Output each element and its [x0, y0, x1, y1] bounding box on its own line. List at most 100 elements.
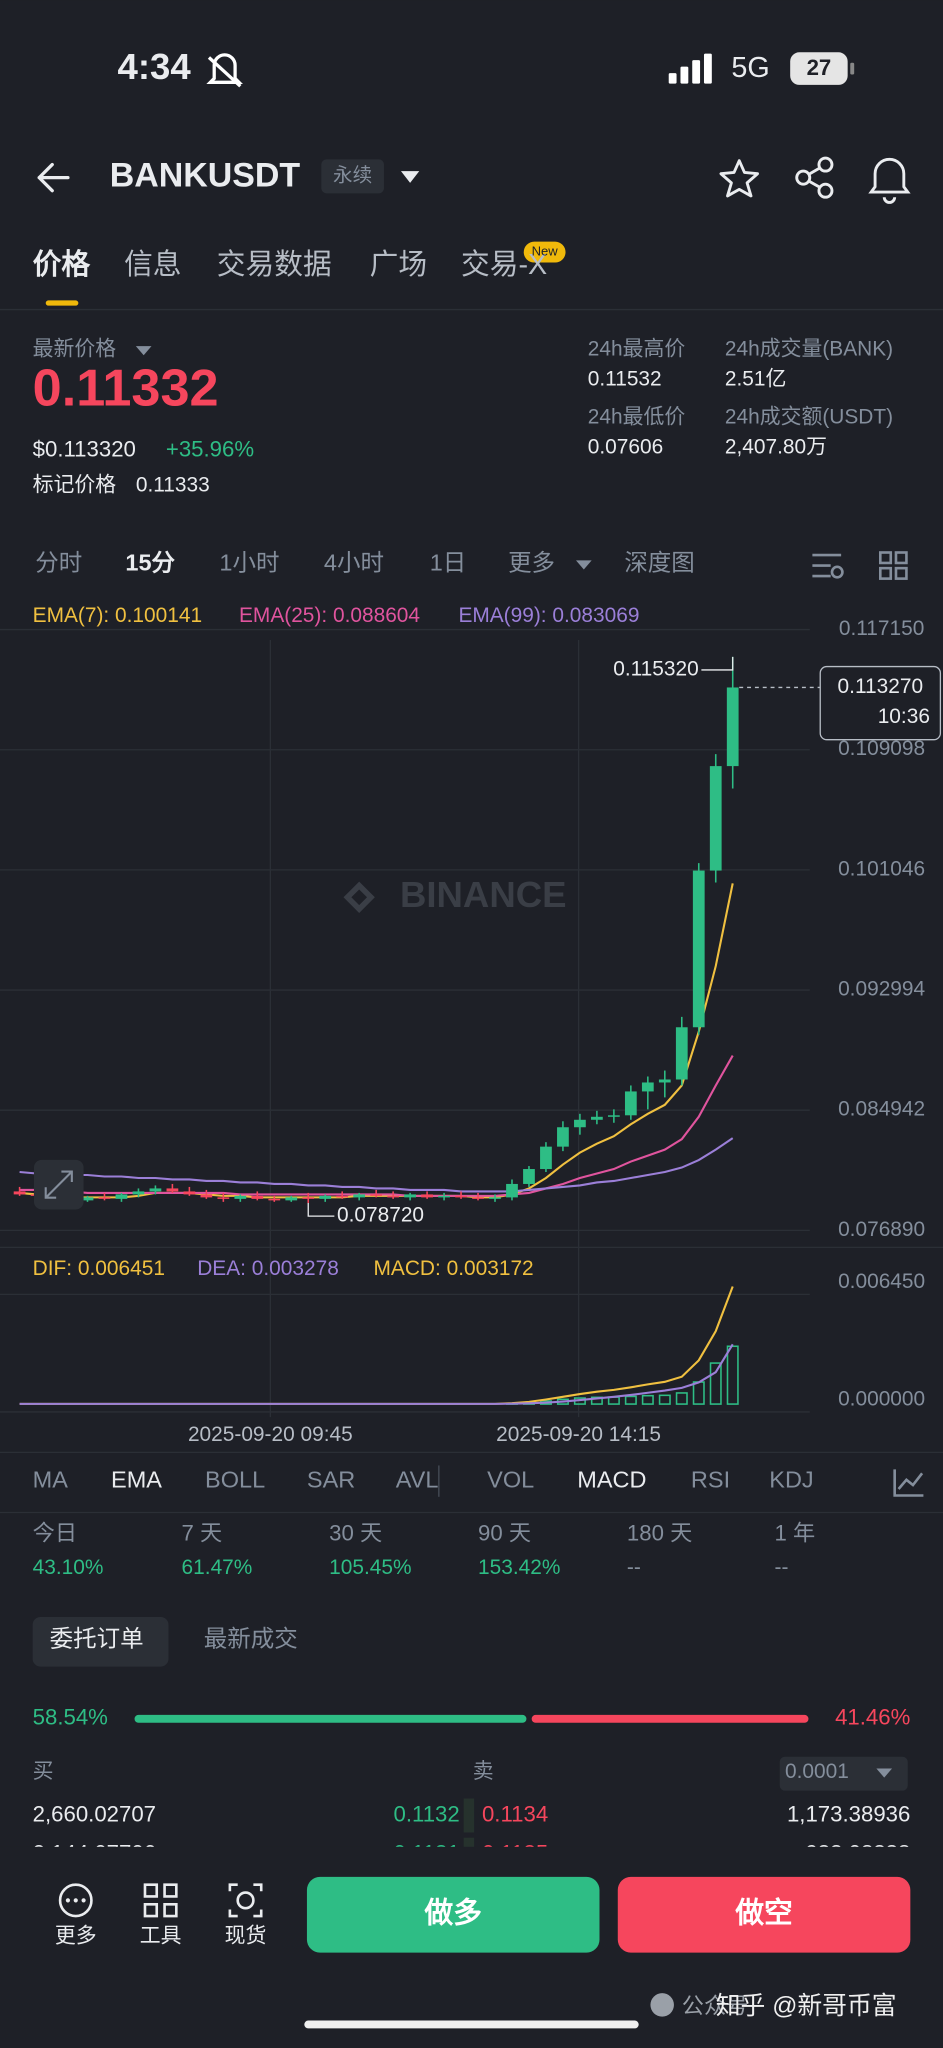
- contract-type: 永续: [333, 165, 372, 187]
- indicator[interactable]: SAR: [307, 1466, 355, 1492]
- tab-indicator: [45, 300, 79, 306]
- y-tick-label: 0.076890: [838, 1218, 925, 1241]
- last-price-box: [819, 665, 942, 741]
- back-button[interactable]: [37, 162, 70, 193]
- long-button[interactable]: [306, 1876, 600, 1953]
- stat-label: 24h最低价: [588, 405, 686, 428]
- share-button[interactable]: [795, 156, 834, 199]
- interval[interactable]: 更多: [508, 549, 555, 575]
- indicator[interactable]: MA: [33, 1466, 69, 1492]
- spot-icon[interactable]: [228, 1883, 263, 1918]
- stat-value: 0.07606: [588, 436, 663, 459]
- return-value: 105.45%: [329, 1556, 411, 1579]
- last-price-label: 最新价格: [33, 338, 117, 361]
- macd-bar: [658, 1394, 671, 1405]
- candle-body: [607, 1115, 620, 1117]
- candle-body: [421, 1194, 433, 1198]
- symbol-dropdown[interactable]: [400, 171, 420, 183]
- status-time: 4:34: [118, 46, 192, 87]
- macd-bar: [641, 1394, 654, 1405]
- indicator[interactable]: KDJ: [769, 1466, 813, 1492]
- stat-label: 24h成交额(USDT): [725, 405, 893, 428]
- interval[interactable]: 1日: [430, 549, 467, 575]
- macd-bar: [590, 1396, 603, 1405]
- order-tab-active[interactable]: [32, 1616, 169, 1667]
- indicator[interactable]: VOL: [487, 1466, 534, 1492]
- nav-label[interactable]: 现货: [225, 1924, 267, 1947]
- buy-ratio: 58.54%: [33, 1705, 108, 1730]
- expand-icon: [44, 1170, 73, 1199]
- chart-settings-button[interactable]: [812, 553, 844, 579]
- indicator[interactable]: MACD: [577, 1466, 646, 1492]
- price-change: +35.96%: [166, 436, 254, 461]
- candle-body: [353, 1194, 366, 1198]
- sell-ratio: 41.46%: [835, 1705, 910, 1730]
- sell-header: 卖: [473, 1760, 494, 1783]
- y-tick-label: 0.006450: [838, 1270, 925, 1293]
- more-dropdown[interactable]: [575, 560, 592, 570]
- candle-body: [641, 1082, 654, 1092]
- order-tab[interactable]: 委托订单: [50, 1626, 144, 1652]
- interval[interactable]: 分时: [35, 549, 82, 575]
- low-pointer: [307, 1203, 335, 1217]
- ask-amount: 1,173.38936: [787, 1801, 910, 1826]
- tick-size-dropdown[interactable]: [876, 1768, 893, 1778]
- tick-size-select[interactable]: [779, 1756, 908, 1791]
- battery-icon: [790, 52, 848, 85]
- contract-chip: [321, 159, 384, 194]
- interval[interactable]: 深度图: [624, 549, 695, 575]
- tab[interactable]: 信息: [124, 249, 181, 281]
- return-period: 今日: [33, 1521, 77, 1546]
- stat-label: 24h最高价: [588, 338, 686, 361]
- y-tick-label: 0.084942: [838, 1098, 925, 1121]
- short-button[interactable]: [617, 1876, 911, 1953]
- legend-entry: EMA(99): 0.083069: [458, 604, 639, 627]
- interval[interactable]: 4小时: [324, 549, 384, 575]
- status-network: 5G: [731, 52, 769, 84]
- tab[interactable]: 价格: [33, 249, 91, 281]
- favorite-button[interactable]: [719, 159, 759, 198]
- new-badge: [523, 241, 566, 263]
- indicator[interactable]: AVL: [396, 1466, 439, 1492]
- tab[interactable]: 广场: [370, 249, 427, 281]
- candle-body: [166, 1188, 179, 1192]
- candle-body: [183, 1191, 196, 1195]
- interval[interactable]: 15分: [125, 549, 175, 575]
- battery-tip: [850, 62, 855, 75]
- high-label: 0.115320: [613, 657, 699, 680]
- indicator-settings-button[interactable]: [893, 1469, 924, 1497]
- y-tick-label: 0.109098: [838, 737, 925, 760]
- macd-bar: [709, 1362, 722, 1405]
- nav-label[interactable]: 工具: [140, 1924, 182, 1947]
- last-price-tag: 0.113270: [838, 675, 924, 698]
- notification-button[interactable]: [868, 158, 911, 204]
- signal-icon: [668, 53, 712, 84]
- more-icon[interactable]: [58, 1883, 93, 1918]
- watermark-text: 知乎 @新哥币富: [716, 1992, 897, 2020]
- more-icon-dot: [73, 1898, 78, 1903]
- long-label[interactable]: 做多: [423, 1897, 481, 1929]
- short-label[interactable]: 做空: [734, 1896, 792, 1929]
- tab[interactable]: 交易数据: [217, 249, 332, 281]
- indicator[interactable]: EMA: [111, 1466, 162, 1492]
- layout-button[interactable]: [879, 551, 908, 580]
- return-value: 153.42%: [478, 1556, 560, 1579]
- price-dropdown[interactable]: [135, 346, 152, 356]
- candle-body: [675, 1027, 688, 1080]
- indicator[interactable]: BOLL: [205, 1466, 265, 1492]
- tab[interactable]: 交易-X: [461, 249, 547, 281]
- wechat-icon: [650, 1993, 674, 2017]
- interval[interactable]: 1小时: [219, 549, 279, 575]
- indicator[interactable]: RSI: [691, 1466, 730, 1492]
- tools-icon[interactable]: [143, 1883, 178, 1918]
- y-tick-label: 0.117150: [839, 617, 925, 640]
- order-tab[interactable]: 最新成交: [204, 1626, 298, 1652]
- nav-label[interactable]: 更多: [55, 1924, 97, 1947]
- low-label: 0.078720: [337, 1204, 424, 1227]
- stat-label: 24h成交量(BANK): [725, 338, 893, 361]
- bid-price: 0.1132: [394, 1801, 460, 1826]
- candle-body: [658, 1079, 671, 1083]
- candle-body: [523, 1169, 535, 1184]
